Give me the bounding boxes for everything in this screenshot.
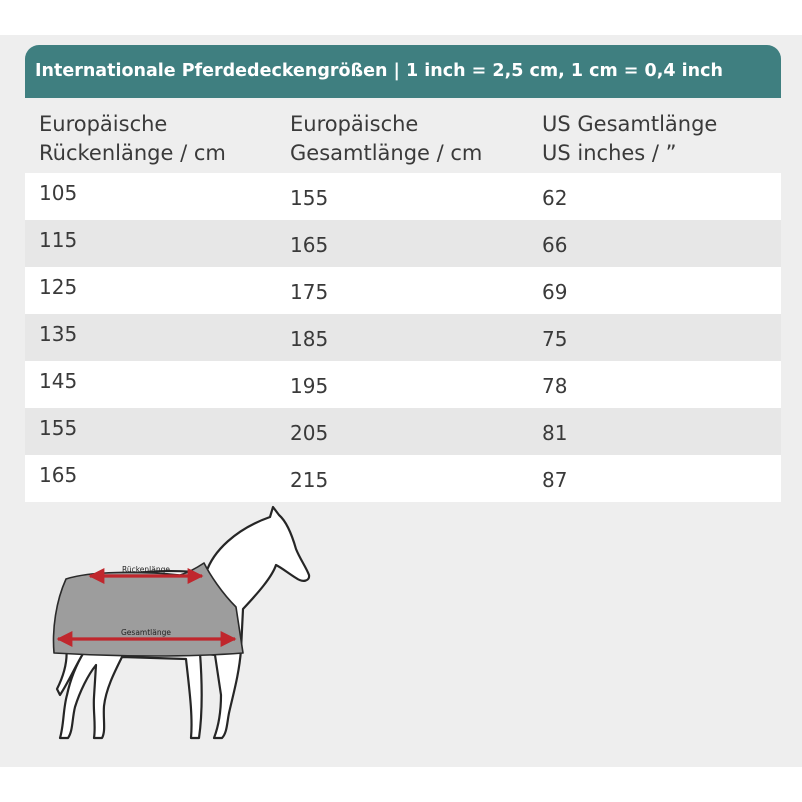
cell-back-length: 105 — [39, 181, 78, 205]
size-table: Internationale Pferdedeckengrößen | 1 in… — [25, 45, 781, 502]
back-length-label: Rückenlänge — [122, 565, 170, 574]
cell-back-length: 135 — [39, 322, 78, 346]
cell-back-length: 125 — [39, 275, 78, 299]
header-back-length: Europäische Rückenlänge / cm — [39, 110, 226, 168]
table-title: Internationale Pferdedeckengrößen | 1 in… — [25, 45, 781, 98]
cell-us-inches: 75 — [542, 327, 568, 351]
table-row: 135 185 75 — [25, 314, 781, 361]
table-row: 125 175 69 — [25, 267, 781, 314]
cell-total-length: 175 — [290, 280, 329, 304]
cell-us-inches: 87 — [542, 468, 568, 492]
cell-us-inches: 78 — [542, 374, 568, 398]
horse-illustration-svg: Rückenlänge Gesamtlänge — [52, 505, 311, 740]
header-line: Europäische — [39, 112, 168, 136]
cell-us-inches: 81 — [542, 421, 568, 445]
header-line: Rückenlänge / cm — [39, 141, 226, 165]
header-us-length: US Gesamtlänge US inches / ” — [542, 110, 717, 168]
header-line: US Gesamtlänge — [542, 112, 718, 136]
table-row: 105 155 62 — [25, 173, 781, 220]
table-row: 165 215 87 — [25, 455, 781, 502]
horse-measurement-illustration: Rückenlänge Gesamtlänge — [30, 505, 320, 745]
header-total-length: Europäische Gesamtlänge / cm — [290, 110, 482, 168]
cell-total-length: 185 — [290, 327, 329, 351]
table-row: 115 165 66 — [25, 220, 781, 267]
cell-back-length: 145 — [39, 369, 78, 393]
cell-us-inches: 62 — [542, 186, 568, 210]
cell-total-length: 195 — [290, 374, 329, 398]
total-length-label: Gesamtlänge — [121, 628, 171, 637]
header-line: Europäische — [290, 112, 419, 136]
cell-back-length: 165 — [39, 463, 78, 487]
cell-total-length: 165 — [290, 233, 329, 257]
cell-us-inches: 69 — [542, 280, 568, 304]
table-row: 145 195 78 — [25, 361, 781, 408]
cell-total-length: 215 — [290, 468, 329, 492]
cell-back-length: 115 — [39, 228, 78, 252]
header-line: US inches / ” — [542, 141, 677, 165]
cell-us-inches: 66 — [542, 233, 568, 257]
table-header-row: Europäische Rückenlänge / cm Europäische… — [25, 98, 781, 173]
cell-total-length: 205 — [290, 421, 329, 445]
cell-back-length: 155 — [39, 416, 78, 440]
table-row: 155 205 81 — [25, 408, 781, 455]
header-line: Gesamtlänge / cm — [290, 141, 483, 165]
cell-total-length: 155 — [290, 186, 329, 210]
